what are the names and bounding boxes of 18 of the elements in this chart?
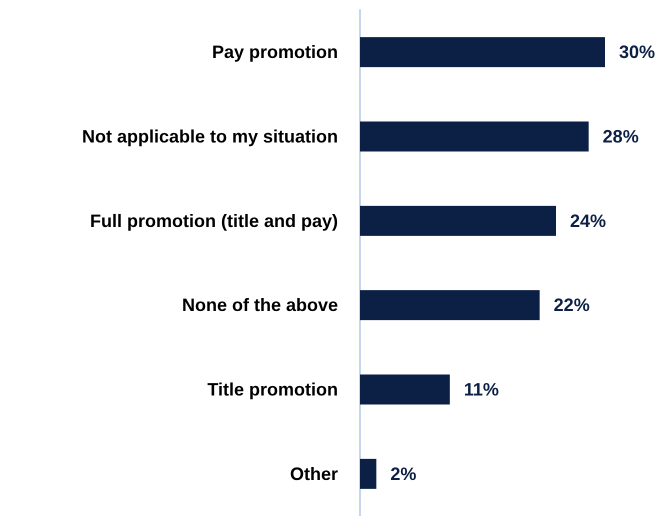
bar [360,37,605,68]
y-tick-label: Other [290,464,338,484]
bar [360,122,589,152]
bar [360,206,556,236]
data-label: 11% [464,380,499,400]
y-tick-label: None of the above [182,295,338,316]
bar [360,374,450,404]
data-label: 30% [619,42,656,62]
data-label: 24% [570,210,606,231]
y-tick-label: Title promotion [207,380,338,400]
data-label: 22% [554,295,590,316]
data-label: 2% [390,464,416,484]
data-label: 28% [602,126,639,146]
bar [360,290,540,320]
y-tick-label: Full promotion (title and pay) [90,210,338,231]
y-tick-label: Pay promotion [212,42,338,62]
bar [360,458,376,489]
y-tick-label: Not applicable to my situation [82,126,338,146]
